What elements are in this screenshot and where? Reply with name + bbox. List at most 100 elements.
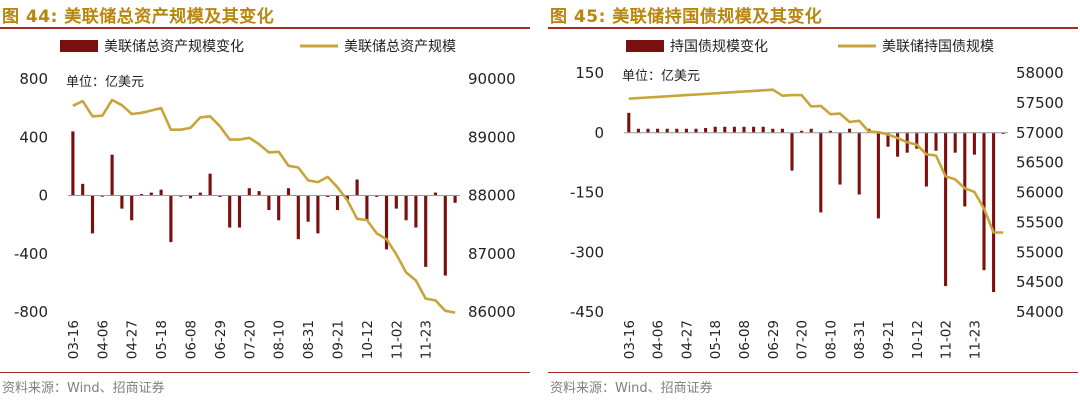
bar bbox=[404, 195, 408, 221]
bar bbox=[915, 132, 919, 149]
bar bbox=[443, 195, 447, 276]
bar bbox=[316, 195, 320, 234]
bar bbox=[424, 195, 428, 267]
x-axis-tick-label: 03-16 bbox=[622, 320, 638, 359]
bar bbox=[345, 195, 349, 200]
bar bbox=[886, 132, 890, 147]
x-axis-tick-label: 03-16 bbox=[66, 320, 82, 359]
bar bbox=[896, 132, 900, 157]
x-axis-tick-label: 11-02 bbox=[389, 320, 405, 359]
figure-title: 图 45: 美联储持国债规模及其变化 bbox=[550, 7, 823, 27]
bar bbox=[972, 132, 976, 155]
right-axis-tick-label: 54000 bbox=[1016, 303, 1064, 321]
bar bbox=[139, 194, 144, 196]
source-note: 资料来源：Wind、招商证券 bbox=[550, 381, 713, 396]
bar bbox=[277, 195, 281, 221]
bar bbox=[828, 130, 832, 133]
x-axis-tick-label: 10-12 bbox=[360, 320, 376, 359]
bar bbox=[286, 188, 291, 196]
bar bbox=[326, 195, 330, 197]
right-axis-tick-label: 89000 bbox=[468, 128, 516, 146]
bar bbox=[296, 195, 300, 240]
bar bbox=[247, 188, 251, 196]
x-axis-tick-label: 10-12 bbox=[910, 320, 926, 359]
unit-label: 单位：亿美元 bbox=[622, 69, 700, 84]
bar bbox=[149, 192, 153, 196]
legend-label: 美联储总资产规模 bbox=[344, 39, 456, 55]
bar bbox=[198, 192, 202, 196]
chart-panel-44: 图 44: 美联储总资产规模及其变化 800 400 0 -400 -800 90000 8… bbox=[0, 0, 530, 401]
bar bbox=[120, 195, 124, 209]
bar bbox=[228, 195, 232, 228]
bar bbox=[876, 132, 880, 219]
legend-label: 美联储总资产规模变化 bbox=[104, 39, 244, 55]
bar bbox=[90, 195, 95, 234]
x-axis-tick-label: 11-23 bbox=[419, 320, 435, 359]
bar bbox=[1001, 132, 1005, 134]
chart-svg: 150 0 -150 -300 -450 58000 57500 57000 56500 5600… bbox=[570, 39, 1064, 359]
x-axis-tick-label: 05-18 bbox=[154, 320, 170, 359]
bar bbox=[636, 128, 640, 133]
x-axis-tick-label: 04-06 bbox=[95, 320, 111, 359]
x-axis-tick-label: 05-18 bbox=[708, 320, 724, 359]
bar bbox=[375, 195, 379, 197]
right-axis-tick-label: 58000 bbox=[1016, 64, 1064, 82]
bar bbox=[130, 195, 134, 221]
left-axis-tick-label: 150 bbox=[575, 64, 604, 82]
bar bbox=[790, 132, 794, 171]
x-axis-tick-label: 11-02 bbox=[939, 320, 955, 359]
bar bbox=[656, 128, 660, 133]
title-rule bbox=[0, 27, 530, 29]
bar bbox=[732, 126, 736, 133]
bar bbox=[188, 195, 193, 199]
bar bbox=[752, 126, 756, 133]
bar bbox=[453, 195, 457, 203]
unit-label: 单位：亿美元 bbox=[66, 75, 144, 90]
bar bbox=[394, 195, 398, 209]
legend-label: 美联储持国债规模 bbox=[882, 39, 994, 55]
bar bbox=[100, 195, 104, 197]
left-axis-tick-label: 400 bbox=[19, 128, 48, 146]
bar bbox=[780, 128, 784, 133]
bar bbox=[857, 132, 861, 195]
x-axis-tick-label: 07-20 bbox=[242, 320, 258, 359]
bar bbox=[267, 195, 271, 211]
x-axis-tick-label: 08-10 bbox=[823, 320, 839, 359]
chart-panel-45: 图 45: 美联储持国债规模及其变化 150 0 -150 -300 -450 58000… bbox=[548, 0, 1078, 401]
left-axis-tick-label: -400 bbox=[14, 245, 48, 263]
bottom-rule bbox=[0, 372, 530, 373]
bar bbox=[723, 126, 727, 133]
left-axis-tick-label: -450 bbox=[570, 303, 604, 321]
bar bbox=[159, 189, 163, 196]
bar bbox=[355, 179, 359, 196]
bar bbox=[237, 195, 242, 228]
right-axis-tick-label: 88000 bbox=[468, 187, 516, 205]
left-axis-tick-label: 0 bbox=[594, 124, 604, 142]
x-axis-tick-label: 06-29 bbox=[213, 320, 229, 359]
x-axis-tick-label: 08-31 bbox=[301, 320, 317, 359]
title-rule bbox=[548, 27, 1078, 29]
bar bbox=[208, 173, 212, 196]
bar bbox=[218, 195, 222, 197]
x-axis-tick-label: 08-10 bbox=[272, 320, 288, 359]
right-axis-tick-label: 56000 bbox=[1016, 184, 1064, 202]
bar bbox=[934, 132, 938, 151]
left-axis-tick-label: -800 bbox=[14, 303, 48, 321]
left-axis-tick-label: 800 bbox=[19, 70, 48, 88]
bar bbox=[384, 195, 389, 250]
bar bbox=[838, 132, 842, 185]
right-axis-tick-label: 55000 bbox=[1016, 243, 1064, 261]
right-axis-tick-label: 57000 bbox=[1016, 124, 1064, 142]
right-axis-tick-label: 90000 bbox=[468, 70, 516, 88]
bar bbox=[982, 132, 986, 271]
left-axis-tick-label: 0 bbox=[38, 187, 48, 205]
bar bbox=[944, 132, 948, 287]
x-axis-tick-label: 09-21 bbox=[881, 320, 897, 359]
x-axis-tick-label: 09-21 bbox=[331, 320, 347, 359]
bar bbox=[179, 195, 183, 197]
bar bbox=[924, 132, 928, 187]
chart-svg: 800 400 0 -400 -800 90000 89000 88000 87000 86000… bbox=[14, 39, 516, 359]
x-axis-tick-label: 06-08 bbox=[184, 320, 200, 359]
legend-bar-swatch bbox=[60, 40, 98, 52]
x-axis-tick-label: 06-08 bbox=[737, 320, 753, 359]
